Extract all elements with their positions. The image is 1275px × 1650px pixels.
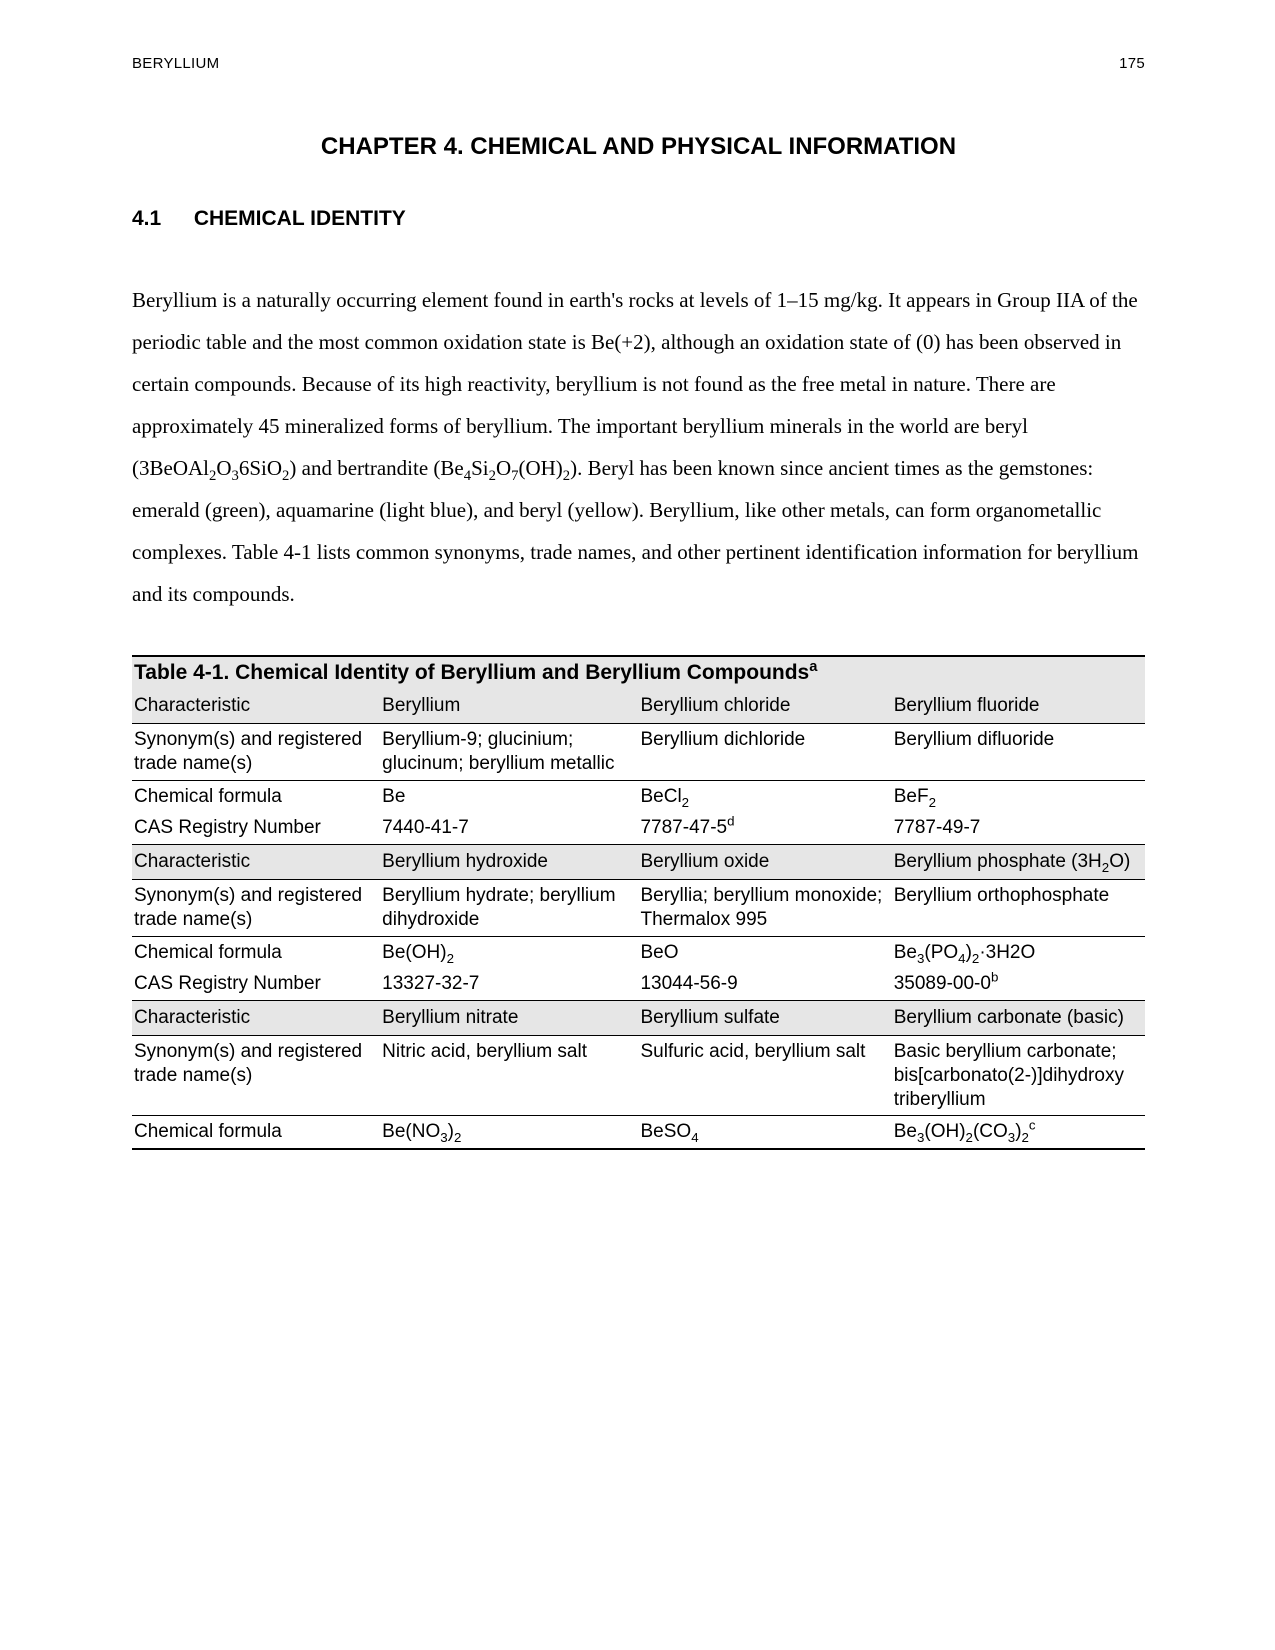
table-row: Synonym(s) and registered trade name(s) … (132, 1036, 1145, 1116)
table-colhead-row: Characteristic Beryllium Beryllium chlor… (132, 689, 1145, 724)
cell: 7787-49-7 (892, 812, 1145, 844)
cell: Nitric acid, beryllium salt (380, 1036, 638, 1116)
table-row: Chemical formula Be BeCl2 BeF2 (132, 780, 1145, 812)
row-label-formula: Chemical formula (132, 936, 380, 968)
col-beryllium: Beryllium (380, 689, 638, 724)
cell: BeCl2 (638, 780, 891, 812)
cell: 7787-47-5d (638, 812, 891, 844)
row-label-characteristic: Characteristic (132, 689, 380, 724)
row-label-synonyms: Synonym(s) and registered trade name(s) (132, 1036, 380, 1116)
cell: Be(NO3)2 (380, 1116, 638, 1149)
cell: Be3(PO4)2·3H2O (892, 936, 1145, 968)
cell: BeF2 (892, 780, 1145, 812)
row-label-cas: CAS Registry Number (132, 812, 380, 844)
row-label-cas: CAS Registry Number (132, 968, 380, 1000)
table-colhead-row: Characteristic Beryllium nitrate Berylli… (132, 1001, 1145, 1036)
table-row: CAS Registry Number 7440-41-7 7787-47-5d… (132, 812, 1145, 844)
cell: Beryllium dichloride (638, 724, 891, 781)
col-beryllium-sulfate: Beryllium sulfate (638, 1001, 891, 1036)
row-label-characteristic: Characteristic (132, 1001, 380, 1036)
section-title: CHEMICAL IDENTITY (194, 207, 406, 230)
row-label-formula: Chemical formula (132, 780, 380, 812)
table-row: Chemical formula Be(OH)2 BeO Be3(PO4)2·3… (132, 936, 1145, 968)
cell: Beryllium difluoride (892, 724, 1145, 781)
cell: 13044-56-9 (638, 968, 891, 1000)
row-label-synonyms: Synonym(s) and registered trade name(s) (132, 880, 380, 937)
section-heading: 4.1 CHEMICAL IDENTITY (132, 207, 1145, 231)
cell: 35089-00-0b (892, 968, 1145, 1000)
table-colhead-row: Characteristic Beryllium hydroxide Beryl… (132, 845, 1145, 880)
cell: Be(OH)2 (380, 936, 638, 968)
chapter-title: CHAPTER 4. CHEMICAL AND PHYSICAL INFORMA… (132, 133, 1145, 161)
row-label-synonyms: Synonym(s) and registered trade name(s) (132, 724, 380, 781)
cell: Basic beryllium carbonate; bis[carbonato… (892, 1036, 1145, 1116)
row-label-formula: Chemical formula (132, 1116, 380, 1149)
cell: Beryllium-9; glucinium; glucinum; beryll… (380, 724, 638, 781)
cell: Beryllium orthophosphate (892, 880, 1145, 937)
cell: Sulfuric acid, beryllium salt (638, 1036, 891, 1116)
cell: BeO (638, 936, 891, 968)
page-number: 175 (1119, 55, 1145, 72)
table-row: Synonym(s) and registered trade name(s) … (132, 724, 1145, 781)
table-row: Synonym(s) and registered trade name(s) … (132, 880, 1145, 937)
row-label-characteristic: Characteristic (132, 845, 380, 880)
table-4-1: Table 4-1. Chemical Identity of Berylliu… (132, 655, 1145, 1150)
doc-title: BERYLLIUM (132, 55, 219, 72)
col-beryllium-phosphate: Beryllium phosphate (3H2O) (892, 845, 1145, 880)
col-beryllium-carbonate: Beryllium carbonate (basic) (892, 1001, 1145, 1036)
cell: Beryllium hydrate; beryllium dihydroxide (380, 880, 638, 937)
col-beryllium-oxide: Beryllium oxide (638, 845, 891, 880)
body-paragraph: Beryllium is a naturally occurring eleme… (132, 279, 1145, 615)
col-beryllium-nitrate: Beryllium nitrate (380, 1001, 638, 1036)
cell: 13327-32-7 (380, 968, 638, 1000)
col-beryllium-chloride: Beryllium chloride (638, 689, 891, 724)
cell: Be (380, 780, 638, 812)
cell: Beryllia; beryllium monoxide; Thermalox … (638, 880, 891, 937)
cell: BeSO4 (638, 1116, 891, 1149)
col-beryllium-fluoride: Beryllium fluoride (892, 689, 1145, 724)
table-row: CAS Registry Number 13327-32-7 13044-56-… (132, 968, 1145, 1000)
table-title-row: Table 4-1. Chemical Identity of Berylliu… (132, 656, 1145, 689)
running-header: BERYLLIUM 175 (132, 55, 1145, 72)
section-number: 4.1 (132, 207, 188, 231)
cell: 7440-41-7 (380, 812, 638, 844)
col-beryllium-hydroxide: Beryllium hydroxide (380, 845, 638, 880)
cell: Be3(OH)2(CO3)2c (892, 1116, 1145, 1149)
table-row: Chemical formula Be(NO3)2 BeSO4 Be3(OH)2… (132, 1116, 1145, 1149)
table-title: Table 4-1. Chemical Identity of Berylliu… (132, 656, 1145, 689)
